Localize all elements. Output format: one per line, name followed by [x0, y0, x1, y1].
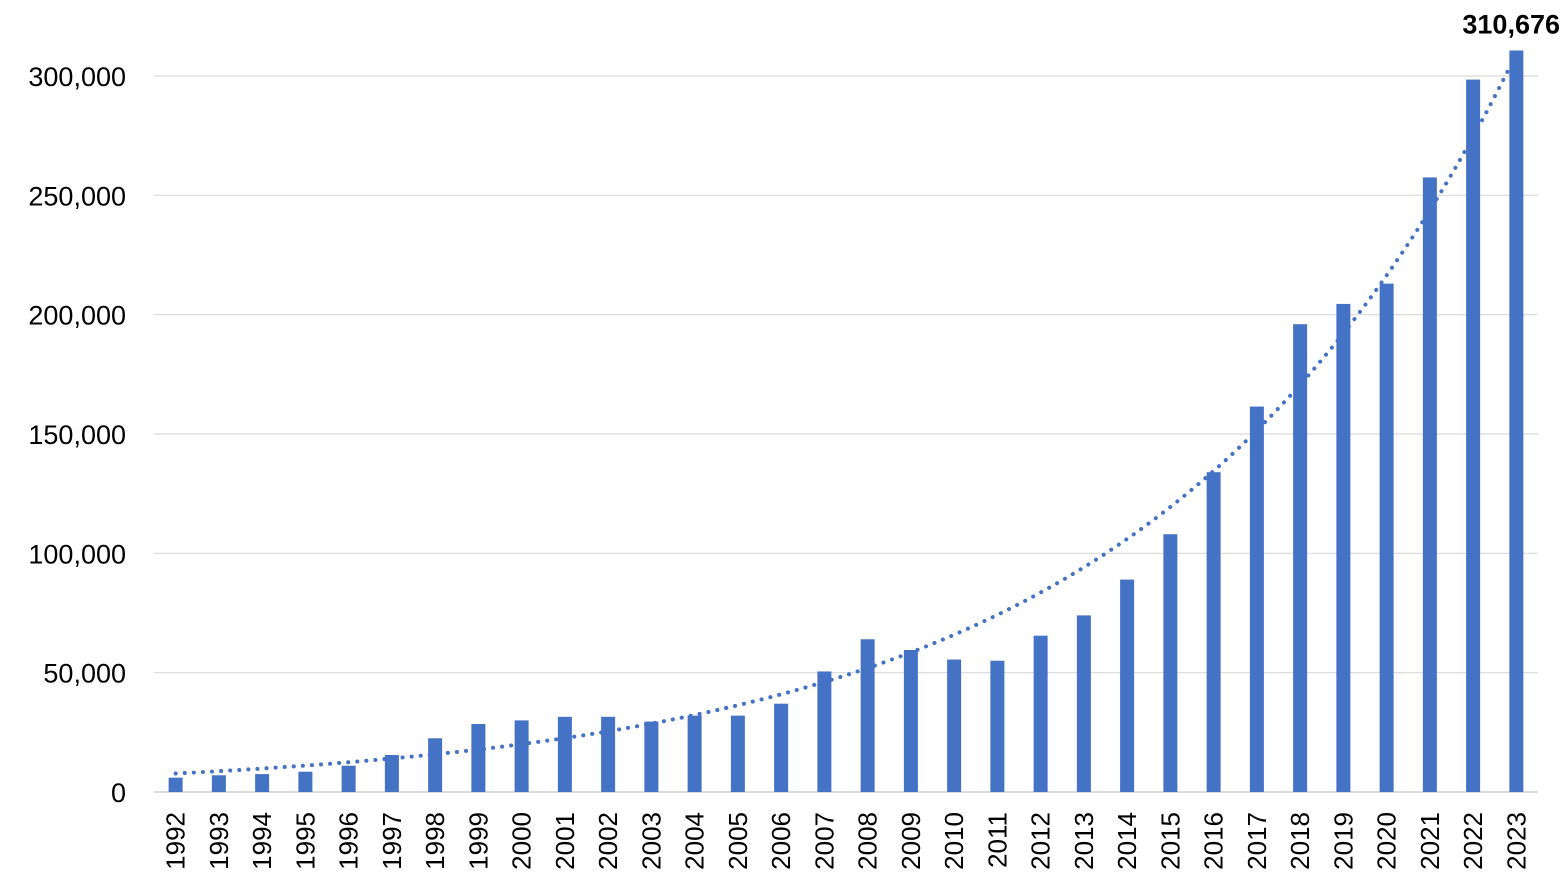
y-tick-label: 100,000	[28, 539, 126, 569]
bar	[384, 755, 399, 792]
x-axis-tick-labels: 1992 1993 1994 1995 1996 1997 1998 1999 2000 2001…	[161, 812, 1532, 870]
x-tick-label: 2012	[1026, 812, 1056, 870]
bar	[1509, 50, 1524, 792]
y-tick-label: 0	[111, 778, 126, 808]
bar	[687, 715, 702, 792]
x-tick-label: 1992	[161, 812, 191, 870]
x-tick-label: 1998	[420, 812, 450, 870]
x-tick-label: 2022	[1458, 812, 1488, 870]
x-tick-label: 1993	[204, 812, 234, 870]
x-tick-label: 2002	[593, 812, 623, 870]
x-tick-label: 2020	[1372, 812, 1402, 870]
bar	[557, 716, 572, 792]
bar	[860, 639, 875, 792]
x-tick-label: 2001	[550, 812, 580, 870]
bar	[1249, 406, 1264, 792]
x-tick-label: 2006	[766, 812, 796, 870]
x-tick-label: 1997	[377, 812, 407, 870]
bar	[1466, 79, 1481, 792]
bar	[817, 671, 832, 792]
y-tick-label: 250,000	[28, 181, 126, 211]
x-tick-label: 2003	[636, 812, 666, 870]
x-tick-label: 2004	[680, 812, 710, 870]
y-tick-label: 300,000	[28, 62, 126, 92]
bar	[1336, 303, 1351, 792]
bar	[1033, 635, 1048, 792]
x-tick-label: 2013	[1069, 812, 1099, 870]
bar	[1422, 177, 1437, 792]
x-tick-label: 2018	[1285, 812, 1315, 870]
bars	[168, 50, 1524, 792]
gridlines	[154, 75, 1538, 793]
bar	[1379, 283, 1394, 792]
x-tick-label: 2007	[809, 812, 839, 870]
y-tick-label: 200,000	[28, 301, 126, 331]
bar	[601, 716, 616, 792]
data-labels: 310,676	[1462, 10, 1560, 40]
x-tick-label: 2021	[1415, 812, 1445, 870]
bar	[1120, 579, 1135, 792]
x-tick-label: 2019	[1328, 812, 1358, 870]
bar	[1163, 534, 1178, 792]
x-tick-label: 2009	[896, 812, 926, 870]
x-tick-label: 2017	[1242, 812, 1272, 870]
bar	[990, 660, 1005, 792]
bar	[730, 715, 745, 792]
bar	[168, 777, 183, 792]
bar	[298, 771, 313, 792]
x-tick-label: 1995	[290, 812, 320, 870]
x-tick-label: 2008	[853, 812, 883, 870]
data-label: 310,676	[1462, 10, 1560, 40]
y-axis-tick-labels: 0 50,000 100,000 150,000 200,000 250,000 300,0…	[28, 62, 126, 808]
x-tick-label: 2015	[1155, 812, 1185, 870]
bar	[471, 723, 486, 792]
x-tick-label: 2011	[982, 812, 1012, 868]
bar	[341, 765, 356, 792]
bar	[644, 721, 659, 792]
bar	[1206, 472, 1221, 792]
x-tick-label: 1999	[463, 812, 493, 870]
y-tick-label: 50,000	[43, 659, 126, 689]
bar	[211, 775, 226, 792]
bar	[774, 703, 789, 792]
bar	[903, 649, 918, 792]
bar	[947, 659, 962, 792]
bar	[428, 738, 443, 792]
x-tick-label: 2000	[507, 812, 537, 870]
y-tick-label: 150,000	[28, 420, 126, 450]
bar	[255, 774, 270, 792]
bar	[514, 720, 529, 792]
x-tick-label: 1994	[247, 812, 277, 870]
x-tick-label: 2023	[1501, 812, 1531, 870]
bar	[1076, 615, 1091, 792]
bar	[1293, 324, 1308, 792]
x-tick-label: 1996	[334, 812, 364, 870]
x-tick-label: 2010	[939, 812, 969, 870]
x-tick-label: 2005	[723, 812, 753, 870]
trendline	[173, 51, 1519, 776]
x-tick-label: 2016	[1199, 812, 1229, 870]
x-tick-label: 2014	[1112, 812, 1142, 870]
